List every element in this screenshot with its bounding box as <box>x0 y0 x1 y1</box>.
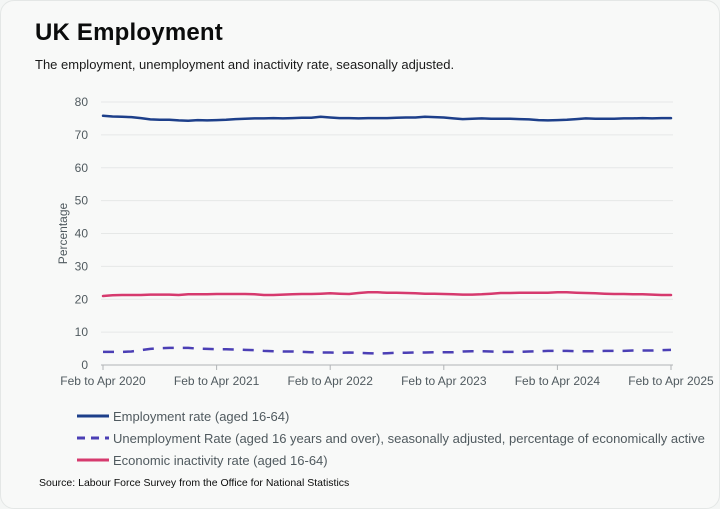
y-tick-label-50: 50 <box>75 194 89 208</box>
legend-label-inactivity: Economic inactivity rate (aged 16-64) <box>113 452 328 468</box>
x-tick-label-2: Feb to Apr 2022 <box>287 374 373 388</box>
y-tick-label-60: 60 <box>75 161 89 175</box>
x-tick-label-4: Feb to Apr 2024 <box>515 374 601 388</box>
x-tick-label-1: Feb to Apr 2021 <box>174 374 260 388</box>
y-tick-label-20: 20 <box>75 292 89 306</box>
legend-swatch-employment <box>77 414 109 418</box>
y-tick-label-80: 80 <box>75 95 89 109</box>
legend-swatch-inactivity <box>77 458 109 462</box>
y-axis-label: Percentage <box>56 202 70 264</box>
y-tick-label-0: 0 <box>81 358 88 372</box>
legend-item-employment[interactable]: Employment rate (aged 16-64) <box>77 405 705 427</box>
x-tick-label-3: Feb to Apr 2023 <box>401 374 487 388</box>
source-note: Source: Labour Force Survey from the Off… <box>39 477 350 489</box>
legend-label-employment: Employment rate (aged 16-64) <box>113 408 290 424</box>
series-line-inactivity <box>101 291 673 298</box>
chart-legend: Employment rate (aged 16-64) Unemploymen… <box>77 405 705 471</box>
y-tick-label-40: 40 <box>75 227 89 241</box>
y-tick-label-70: 70 <box>75 128 89 142</box>
y-tick-label-30: 30 <box>75 259 89 273</box>
legend-swatch-unemployment <box>77 436 109 440</box>
series-line-employment <box>101 114 673 122</box>
chart-subtitle: The employment, unemployment and inactiv… <box>35 57 455 72</box>
chart-title: UK Employment <box>35 19 223 46</box>
series-line-unemployment <box>103 346 672 355</box>
legend-item-unemployment[interactable]: Unemployment Rate (aged 16 years and ove… <box>77 427 705 449</box>
x-tick-label-0: Feb to Apr 2020 <box>60 374 146 388</box>
line-chart: 0 10 20 30 40 50 60 70 80 Feb to Apr 2020 Feb to A… <box>56 95 714 388</box>
legend-item-inactivity[interactable]: Economic inactivity rate (aged 16-64) <box>77 449 705 471</box>
legend-label-unemployment: Unemployment Rate (aged 16 years and ove… <box>113 430 705 446</box>
y-tick-label-10: 10 <box>75 325 89 339</box>
x-tick-label-5: Feb to Apr 2025 <box>628 374 714 388</box>
